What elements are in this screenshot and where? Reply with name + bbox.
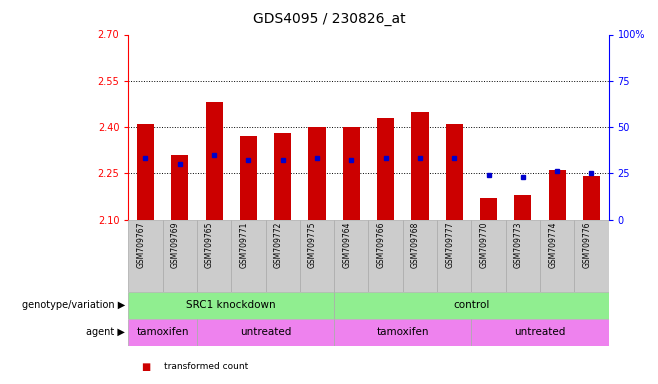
Text: GSM709767: GSM709767 xyxy=(136,222,145,268)
Text: GSM709773: GSM709773 xyxy=(514,222,523,268)
Bar xyxy=(163,220,197,291)
Bar xyxy=(137,124,154,220)
Text: GSM709772: GSM709772 xyxy=(274,222,283,268)
Bar xyxy=(506,220,540,291)
Text: SRC1 knockdown: SRC1 knockdown xyxy=(186,300,276,310)
Text: GSM709777: GSM709777 xyxy=(445,222,454,268)
Bar xyxy=(309,127,326,220)
Bar xyxy=(445,124,463,220)
Bar xyxy=(515,195,532,220)
Bar xyxy=(471,220,506,291)
Bar xyxy=(377,118,394,220)
Text: control: control xyxy=(453,300,490,310)
Bar xyxy=(334,220,368,291)
Bar xyxy=(266,220,300,291)
Text: GSM709776: GSM709776 xyxy=(582,222,592,268)
Text: GSM709771: GSM709771 xyxy=(240,222,248,268)
Bar xyxy=(368,220,403,291)
Bar xyxy=(549,170,566,220)
Text: untreated: untreated xyxy=(515,327,566,337)
Text: GSM709770: GSM709770 xyxy=(480,222,488,268)
Text: tamoxifen: tamoxifen xyxy=(136,327,189,337)
Text: ■: ■ xyxy=(141,362,151,372)
Bar xyxy=(231,220,266,291)
Text: GSM709774: GSM709774 xyxy=(548,222,557,268)
Bar xyxy=(171,155,188,220)
Text: untreated: untreated xyxy=(240,327,291,337)
Bar xyxy=(411,112,428,220)
Bar xyxy=(128,220,163,291)
Bar xyxy=(471,318,609,346)
Bar xyxy=(540,220,574,291)
Bar xyxy=(274,133,291,220)
Bar xyxy=(197,220,231,291)
Bar xyxy=(343,127,360,220)
Text: GSM709769: GSM709769 xyxy=(171,222,180,268)
Text: GSM709768: GSM709768 xyxy=(411,222,420,268)
Bar xyxy=(240,136,257,220)
Text: agent ▶: agent ▶ xyxy=(86,327,125,337)
Text: GSM709765: GSM709765 xyxy=(205,222,214,268)
Bar xyxy=(574,220,609,291)
Bar xyxy=(403,220,437,291)
Bar xyxy=(437,220,471,291)
Bar xyxy=(205,102,222,220)
Bar xyxy=(334,318,471,346)
Text: transformed count: transformed count xyxy=(164,362,249,371)
Bar xyxy=(128,291,334,318)
Bar xyxy=(334,291,609,318)
Bar xyxy=(197,318,334,346)
Text: GSM709766: GSM709766 xyxy=(376,222,386,268)
Bar xyxy=(128,318,197,346)
Text: tamoxifen: tamoxifen xyxy=(376,327,429,337)
Text: GSM709775: GSM709775 xyxy=(308,222,317,268)
Text: genotype/variation ▶: genotype/variation ▶ xyxy=(22,300,125,310)
Bar xyxy=(300,220,334,291)
Bar xyxy=(480,198,497,220)
Text: GDS4095 / 230826_at: GDS4095 / 230826_at xyxy=(253,12,405,25)
Bar xyxy=(583,176,600,220)
Text: GSM709764: GSM709764 xyxy=(342,222,351,268)
